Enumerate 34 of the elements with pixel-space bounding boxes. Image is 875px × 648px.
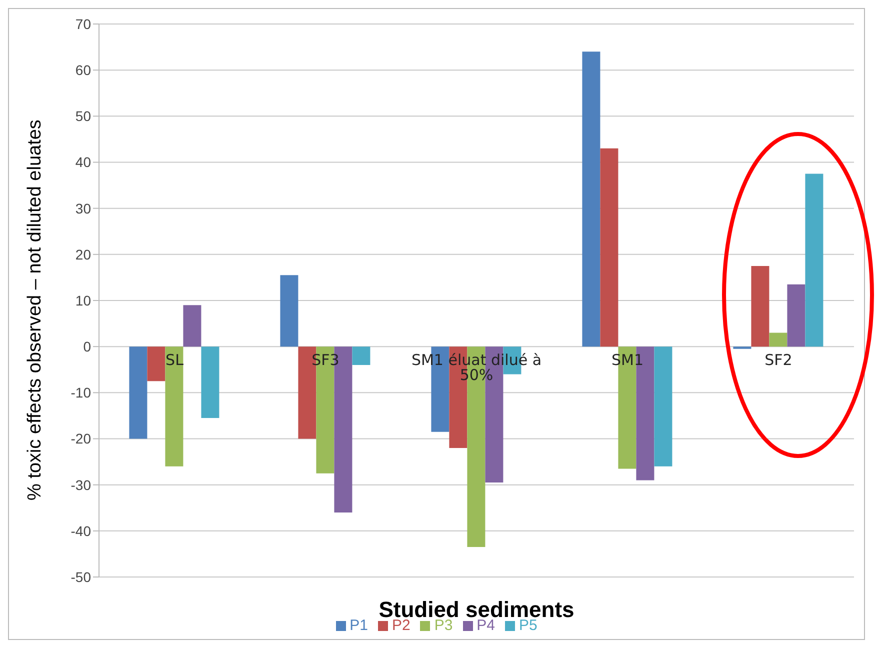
y-tick-label: -10 bbox=[70, 384, 92, 401]
y-tick-label: 70 bbox=[75, 16, 92, 32]
bar bbox=[805, 174, 824, 347]
x-tick-label: SF2 bbox=[764, 351, 792, 370]
bar bbox=[769, 332, 788, 347]
legend-label: P1 bbox=[350, 617, 368, 634]
legend-label: P4 bbox=[476, 617, 496, 634]
legend-label: P3 bbox=[434, 617, 453, 634]
y-tick-label: 20 bbox=[75, 246, 92, 262]
y-tick-label: -50 bbox=[70, 568, 92, 585]
y-tick-label: 0 bbox=[83, 338, 92, 355]
bar bbox=[751, 266, 770, 347]
y-tick-label: 60 bbox=[75, 62, 92, 78]
y-tick-label: 50 bbox=[75, 108, 92, 124]
bar bbox=[600, 148, 618, 347]
bar bbox=[147, 346, 166, 382]
bar bbox=[201, 346, 220, 418]
y-tick-label: -20 bbox=[70, 430, 92, 447]
bar bbox=[582, 52, 600, 347]
y-tick-label: 40 bbox=[75, 154, 92, 170]
y-tick-label: 10 bbox=[75, 292, 92, 308]
bar bbox=[352, 346, 370, 366]
y-tick-label: -30 bbox=[70, 476, 92, 493]
y-axis-title: % toxic effects observed – not diluted eluates bbox=[24, 120, 46, 500]
bar bbox=[129, 346, 148, 439]
bar bbox=[165, 346, 184, 466]
y-tick-label: 30 bbox=[75, 200, 92, 216]
bar bbox=[654, 346, 672, 466]
y-tick-label: -40 bbox=[70, 522, 92, 539]
bar bbox=[183, 305, 202, 347]
bar bbox=[787, 284, 806, 347]
legend-label: P2 bbox=[392, 617, 410, 634]
legend-label: P5 bbox=[519, 617, 538, 634]
bar bbox=[280, 275, 298, 347]
